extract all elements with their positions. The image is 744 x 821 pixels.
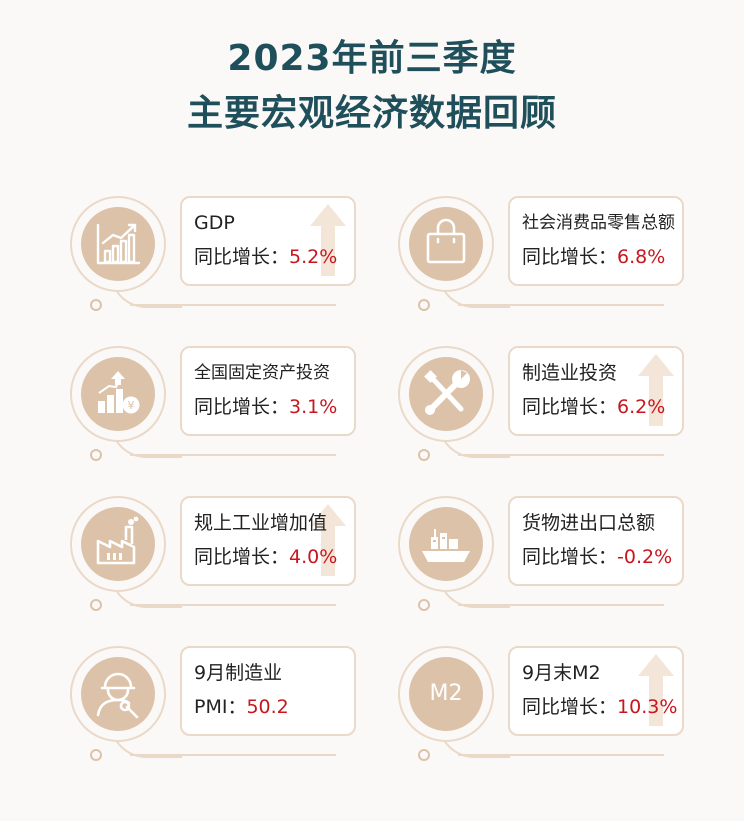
shopping-bag-icon <box>426 218 466 264</box>
card-pmi: 9月制造业 PMI：50.2 <box>70 646 370 786</box>
cargo-ship-icon <box>422 529 470 562</box>
card-trade-total: 货物进出口总额 同比增长：-0.2% <box>398 496 698 636</box>
card-label: 全国固定资产投资 <box>194 363 330 383</box>
m2-badge-icon: M2 <box>429 681 463 706</box>
stat-value: 4.0% <box>289 546 338 568</box>
card-m2: M2 9月末M2 同比增长：10.3% <box>398 646 698 786</box>
card-fixed-asset-investment: ¥ 全国固定资产投资 同比增长：3.1% <box>70 346 370 486</box>
stat-value: 6.2% <box>617 396 666 418</box>
wrench-screwdriver-icon <box>424 370 470 415</box>
card-label: 社会消费品零售总额 <box>522 213 675 233</box>
stat-prefix: 同比增长： <box>522 246 618 268</box>
stat-prefix: 同比增长： <box>522 546 618 568</box>
up-arrow-decoration-icon <box>310 204 346 276</box>
card-label: 9月制造业 <box>194 662 283 684</box>
card-label: 制造业投资 <box>522 362 618 384</box>
page-title-line1: 2023年前三季度 <box>227 38 517 79</box>
factory-icon <box>96 516 139 565</box>
up-arrow-decoration-icon <box>310 504 346 576</box>
stat-prefix: PMI： <box>194 696 247 718</box>
card-gdp: GDP 同比增长：5.2% <box>70 196 370 336</box>
stat-prefix: 同比增长： <box>194 396 290 418</box>
stat-prefix: 同比增长： <box>194 246 290 268</box>
investment-chart-yuan-icon: ¥ <box>98 371 140 414</box>
up-arrow-decoration-icon <box>638 654 674 726</box>
card-label: 9月末M2 <box>522 662 601 684</box>
card-retail-sales: 社会消费品零售总额 同比增长：6.8% <box>398 196 698 336</box>
stat-value: 10.3% <box>617 696 678 718</box>
card-label: 规上工业增加值 <box>194 512 328 534</box>
bar-chart-rising-icon <box>96 223 141 265</box>
stat-value: 5.2% <box>289 246 338 268</box>
stat-value: 50.2 <box>246 696 289 718</box>
up-arrow-decoration-icon <box>638 354 674 426</box>
card-industrial-value-added: 规上工业增加值 同比增长：4.0% <box>70 496 370 636</box>
stat-value: 3.1% <box>289 396 338 418</box>
worker-wrench-icon <box>96 672 139 719</box>
stat-prefix: 同比增长： <box>194 546 290 568</box>
card-label: 货物进出口总额 <box>522 512 656 534</box>
svg-text:¥: ¥ <box>128 399 135 412</box>
card-label: GDP <box>194 212 235 234</box>
page-title-line2: 主要宏观经济数据回顾 <box>186 93 557 134</box>
stat-prefix: 同比增长： <box>522 396 618 418</box>
stat-value: 6.8% <box>617 246 666 268</box>
stat-value: -0.2% <box>617 546 673 568</box>
card-manufacturing-investment: 制造业投资 同比增长：6.2% <box>398 346 698 486</box>
stat-prefix: 同比增长： <box>522 696 618 718</box>
